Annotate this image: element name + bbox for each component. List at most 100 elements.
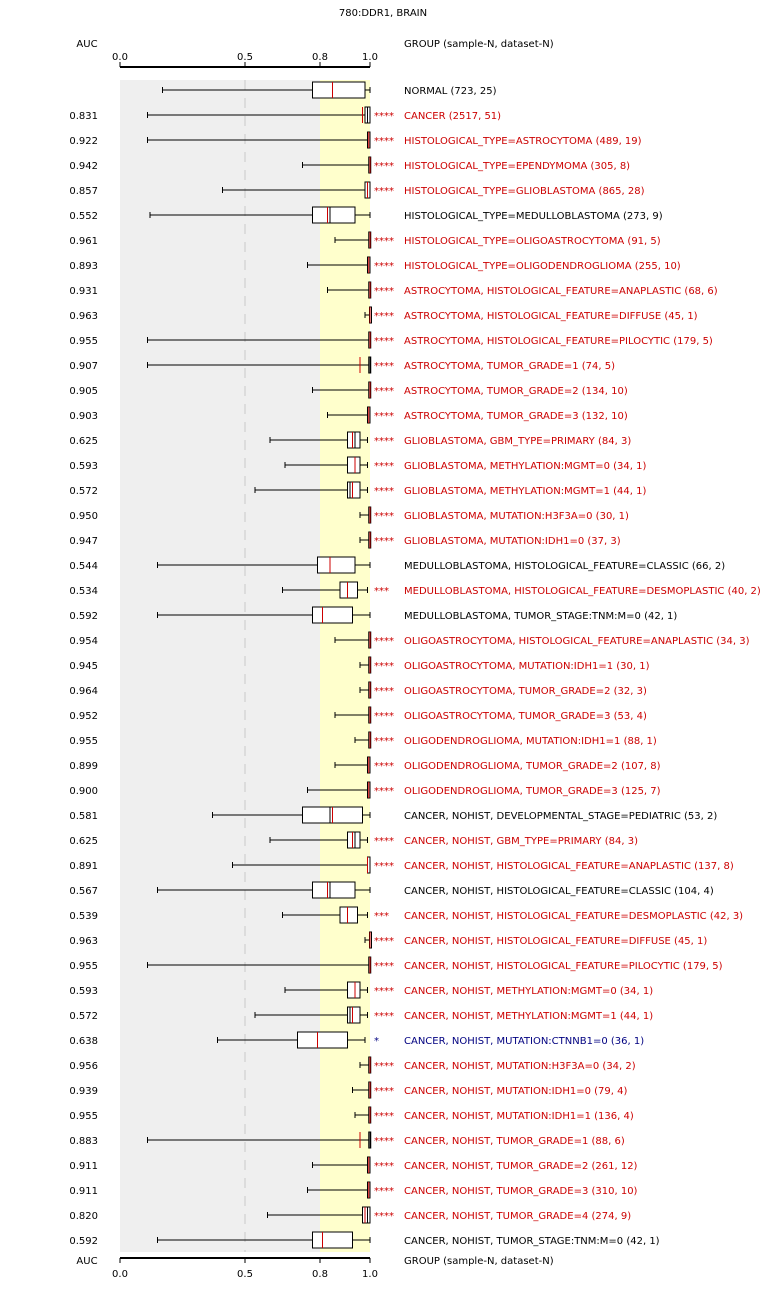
auc-value: 0.893 [69,261,98,272]
auc-value: 0.592 [69,611,98,622]
significance-stars: **** [374,1111,394,1122]
auc-value: 0.963 [69,311,98,322]
band-gray [120,80,320,1252]
group-label: OLIGODENDROGLIOMA, TUMOR_GRADE=2 (107, 8… [404,761,661,772]
group-label: CANCER, NOHIST, MUTATION:IDH1=0 (79, 4) [404,1086,627,1097]
group-label: OLIGOASTROCYTOMA, TUMOR_GRADE=3 (53, 4) [404,711,647,722]
group-label: CANCER, NOHIST, METHYLATION:MGMT=0 (34, … [404,986,653,997]
box-row: 0.544 MEDULLOBLASTOMA, HISTOLOGICAL_FEATU… [69,556,725,574]
group-label: CANCER, NOHIST, HISTOLOGICAL_FEATURE=ANA… [404,861,734,872]
significance-stars: **** [374,111,394,122]
box-row: 0.961 **** HISTOLOGICAL_TYPE=OLIGOASTROCYT… [69,231,661,249]
x-axis-bottom: 0.0 0.5 0.8 1.0 [112,1257,378,1280]
auc-value: 0.947 [69,536,98,547]
group-label: CANCER, NOHIST, GBM_TYPE=PRIMARY (84, 3) [404,836,638,847]
box-row: 0.955 **** CANCER, NOHIST, HISTOLOGICAL_FE… [69,956,723,974]
significance-stars: **** [374,786,394,797]
group-label: OLIGODENDROGLIOMA, TUMOR_GRADE=3 (125, 7… [404,786,661,797]
box-iqr [312,606,353,624]
box-row: 0.572 **** GLIOBLASTOMA, METHYLATION:MGMT=… [69,481,647,499]
auc-value: 0.950 [69,511,98,522]
box-row: 0.911 **** CANCER, NOHIST, TUMOR_GRADE=3 (… [69,1181,638,1199]
box-row: 0.552 HISTOLOGICAL_TYPE=MEDULLOBLASTOMA (… [69,206,663,224]
box-iqr [312,81,366,99]
significance-stars: **** [374,311,394,322]
group-label: MEDULLOBLASTOMA, TUMOR_STAGE:TNM:M=0 (42… [404,611,677,622]
auc-value: 0.539 [69,911,98,922]
auc-value: 0.592 [69,1236,98,1247]
group-label: HISTOLOGICAL_TYPE=OLIGOASTROCYTOMA (91, … [404,236,661,247]
group-label: HISTOLOGICAL_TYPE=GLIOBLASTOMA (865, 28) [404,186,645,197]
significance-stars: **** [374,436,394,447]
group-label: GLIOBLASTOMA, METHYLATION:MGMT=0 (34, 1) [404,461,647,472]
auc-value: 0.955 [69,336,98,347]
box-row: 0.945 **** OLIGOASTROCYTOMA, MUTATION:IDH1… [69,656,650,674]
box-row: 0.581 CANCER, NOHIST, DEVELOPMENTAL_STAGE… [69,806,717,824]
group-label: OLIGOASTROCYTOMA, TUMOR_GRADE=2 (32, 3) [404,686,647,697]
significance-stars: **** [374,161,394,172]
auc-value: 0.963 [69,936,98,947]
group-header-bottom: GROUP (sample-N, dataset-N) [404,1256,554,1267]
box-iqr [312,881,356,899]
axis-tick-label: 0.5 [237,1269,253,1280]
auc-value: 0.891 [69,861,98,872]
auc-value: 0.964 [69,686,98,697]
auc-value: 0.911 [69,1186,98,1197]
group-label: ASTROCYTOMA, TUMOR_GRADE=2 (134, 10) [404,386,628,397]
group-label: MEDULLOBLASTOMA, HISTOLOGICAL_FEATURE=CL… [404,561,725,572]
group-label: OLIGOASTROCYTOMA, MUTATION:IDH1=1 (30, 1… [404,661,650,672]
auc-value: 0.945 [69,661,98,672]
box-iqr [347,456,361,474]
auc-value: 0.820 [69,1211,98,1222]
significance-stars: **** [374,1011,394,1022]
group-label: CANCER, NOHIST, HISTOLOGICAL_FEATURE=DIF… [404,936,707,947]
box-row: 0.942 **** HISTOLOGICAL_TYPE=EPENDYMOMA (3… [69,156,630,174]
significance-stars: **** [374,236,394,247]
auc-value: 0.911 [69,1161,98,1172]
significance-stars: *** [374,911,389,922]
box-iqr [297,1031,348,1049]
significance-stars: **** [374,186,394,197]
significance-stars: **** [374,686,394,697]
auc-value: 0.955 [69,736,98,747]
axis-tick-label: 0.8 [312,1269,328,1280]
group-label: HISTOLOGICAL_TYPE=MEDULLOBLASTOMA (273, … [404,211,663,222]
group-label: CANCER, NOHIST, TUMOR_GRADE=3 (310, 10) [404,1186,638,1197]
auc-value: 0.552 [69,211,98,222]
group-label: CANCER, NOHIST, HISTOLOGICAL_FEATURE=CLA… [404,886,714,897]
box-row: 0.891 **** CANCER, NOHIST, HISTOLOGICAL_FE… [69,856,734,874]
auc-value: 0.581 [69,811,98,822]
box-iqr [312,206,356,224]
box-row: 0.922 **** HISTOLOGICAL_TYPE=ASTROCYTOMA (… [69,131,642,149]
group-label: GLIOBLASTOMA, METHYLATION:MGMT=1 (44, 1) [404,486,647,497]
box-iqr [339,581,358,599]
auc-value: 0.534 [69,586,98,597]
group-label: GLIOBLASTOMA, MUTATION:IDH1=0 (37, 3) [404,536,621,547]
box-row: 0.956 **** CANCER, NOHIST, MUTATION:H3F3A=… [69,1056,636,1074]
auc-value: 0.899 [69,761,98,772]
significance-stars: **** [374,1086,394,1097]
axis-tick-label: 1.0 [362,52,378,63]
significance-stars: **** [374,961,394,972]
background-bands [120,80,370,1252]
significance-stars: **** [374,1186,394,1197]
box-iqr [347,1006,361,1024]
box-row: 0.963 **** ASTROCYTOMA, HISTOLOGICAL_FEATU… [69,306,698,324]
significance-stars: **** [374,336,394,347]
auc-value: 0.572 [69,486,98,497]
x-axis-top: 0.0 0.5 0.8 1.0 [112,52,378,68]
box-row: 0.911 **** CANCER, NOHIST, TUMOR_GRADE=2 (… [69,1156,638,1174]
auc-value: 0.625 [69,836,98,847]
axis-tick-label: 0.5 [237,52,253,63]
group-label: CANCER, NOHIST, METHYLATION:MGMT=1 (44, … [404,1011,653,1022]
box-row: 0.907 **** ASTROCYTOMA, TUMOR_GRADE=1 (74,… [69,356,615,374]
box-row: 0.592 MEDULLOBLASTOMA, TUMOR_STAGE:TNM:M=… [69,606,677,624]
significance-stars: **** [374,461,394,472]
auc-value: 0.942 [69,161,98,172]
band-yellow [320,80,370,1252]
significance-stars: **** [374,361,394,372]
significance-stars: **** [374,836,394,847]
axis-tick-label: 0.0 [112,1269,128,1280]
group-label: GLIOBLASTOMA, GBM_TYPE=PRIMARY (84, 3) [404,436,631,447]
box-row: 0.893 **** HISTOLOGICAL_TYPE=OLIGODENDROGL… [69,256,681,274]
